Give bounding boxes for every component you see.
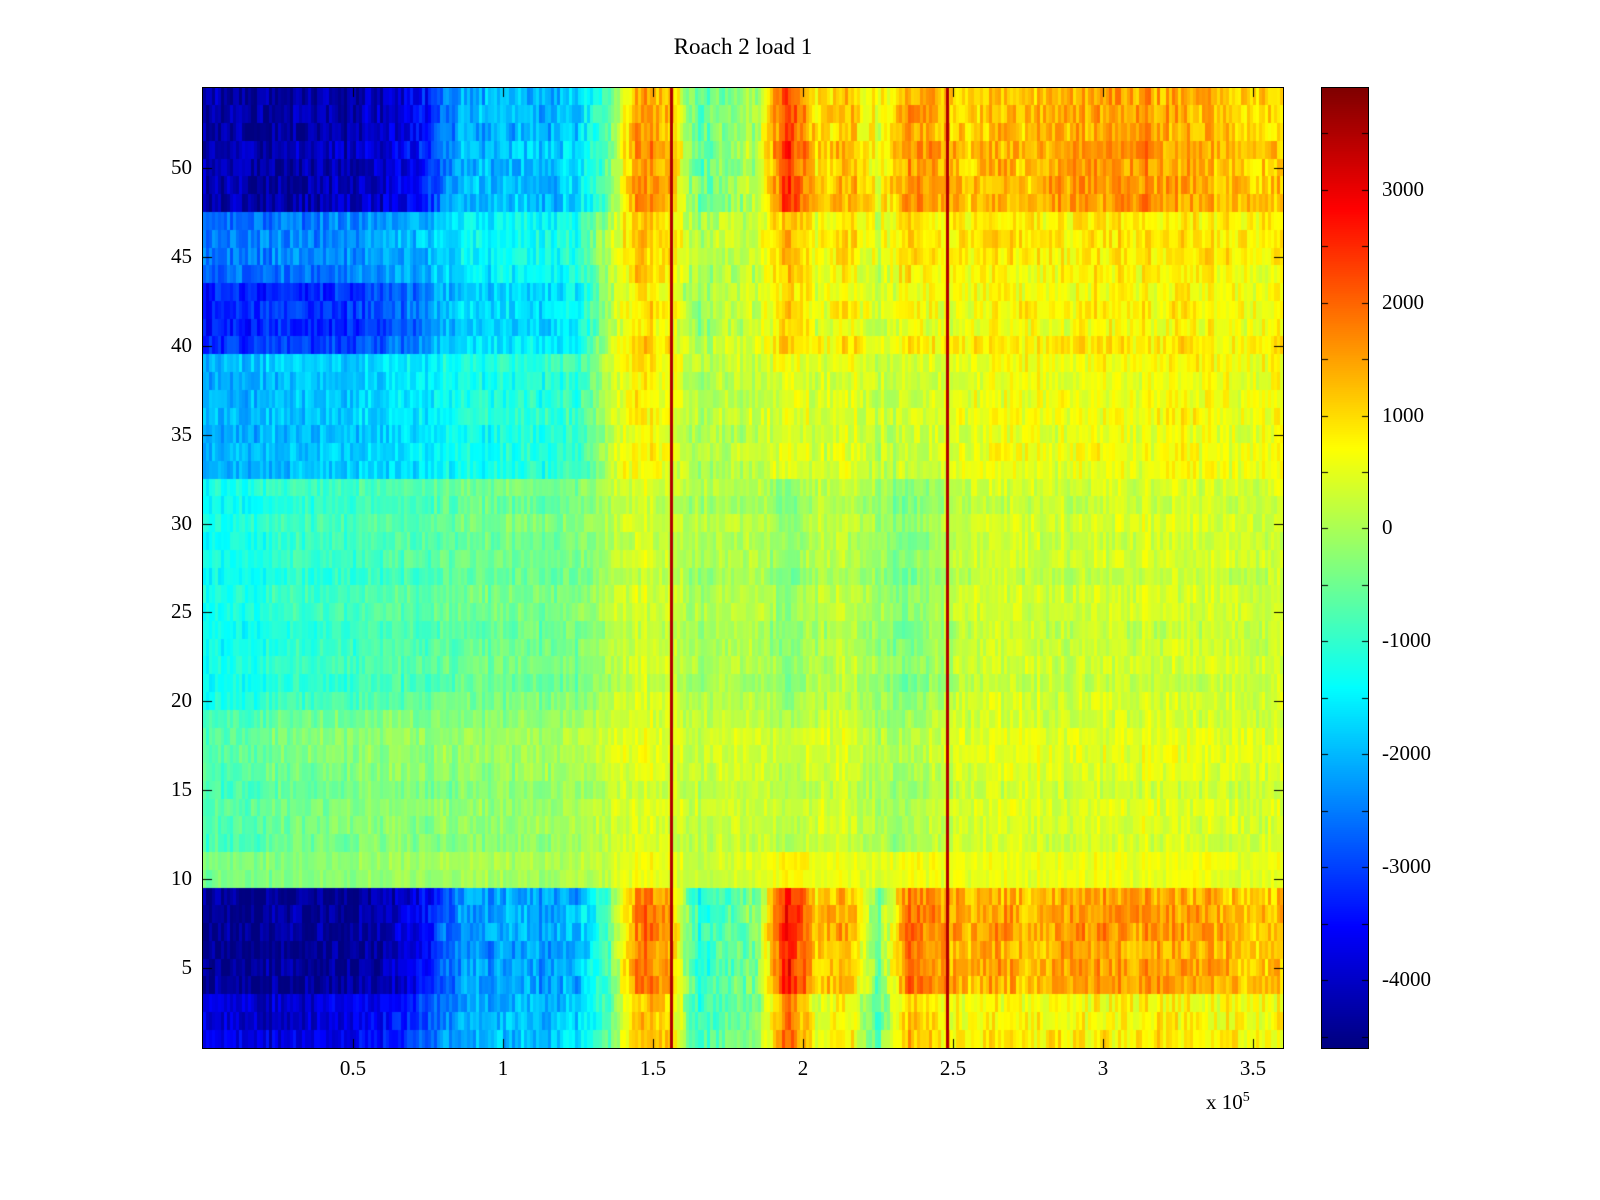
y-tick-label: 50 <box>171 155 192 179</box>
x-tick-label: 2.5 <box>939 1056 967 1080</box>
x-tick-label: 3 <box>1097 1056 1109 1080</box>
colorbar-tick-label: -3000 <box>1382 854 1431 879</box>
y-tick-label: 35 <box>171 421 192 446</box>
x-tick-label: 3.5 <box>1239 1056 1267 1080</box>
chart-title: Roach 2 load 1 <box>673 34 813 59</box>
heatmap-canvas <box>203 88 1283 1048</box>
x-axis-exponent-label: x 105 <box>1206 1090 1250 1115</box>
x-tick-label: 2 <box>797 1056 809 1080</box>
y-tick-label: 40 <box>171 332 192 357</box>
plot-area <box>202 87 1284 1049</box>
x-axis-exponent-power: 5 <box>1242 1090 1250 1105</box>
y-tick-label: 15 <box>171 777 192 802</box>
colorbar-tick-label: 0 <box>1382 515 1393 540</box>
colorbar-tick-label: 1000 <box>1382 402 1424 427</box>
x-axis-exponent-prefix: x 10 <box>1206 1090 1243 1114</box>
colorbar-tick-label: 3000 <box>1382 176 1424 201</box>
colorbar <box>1321 87 1369 1049</box>
y-tick-label: 20 <box>171 688 192 713</box>
y-tick-label: 5 <box>181 955 193 979</box>
colorbar-tick-label: -2000 <box>1382 741 1431 766</box>
colorbar-tick-label: -4000 <box>1382 967 1431 992</box>
y-tick-label: 10 <box>171 866 192 891</box>
x-tick-label: 0.5 <box>339 1056 367 1080</box>
y-tick-label: 45 <box>171 243 192 268</box>
colorbar-canvas <box>1322 88 1368 1048</box>
colorbar-tick-label: 2000 <box>1382 289 1424 314</box>
y-tick-label: 25 <box>171 599 192 624</box>
x-tick-label: 1 <box>497 1056 509 1080</box>
x-tick-label: 1.5 <box>639 1056 667 1080</box>
y-tick-label: 30 <box>171 510 192 535</box>
colorbar-tick-label: -1000 <box>1382 628 1431 653</box>
